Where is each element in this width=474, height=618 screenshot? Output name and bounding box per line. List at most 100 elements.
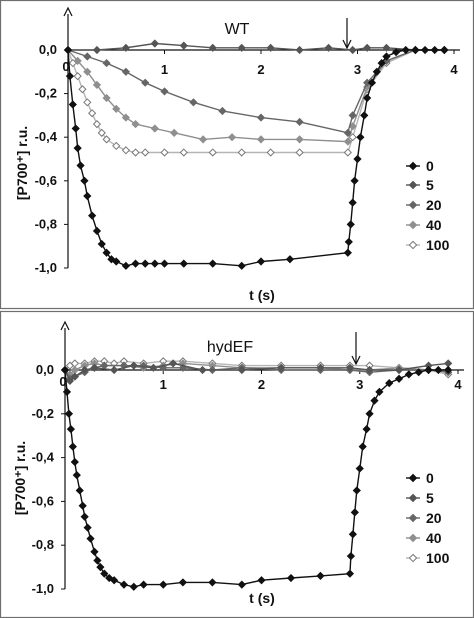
- data-point: [83, 67, 92, 76]
- data-point: [358, 442, 367, 451]
- y-tick-label: -0,8: [32, 537, 54, 552]
- legend-entry: 5: [406, 490, 434, 506]
- legend-label: 40: [426, 530, 442, 546]
- x-tick-label: 1: [161, 62, 168, 77]
- data-point: [208, 259, 217, 268]
- data-point: [92, 45, 102, 55]
- data-point: [394, 374, 404, 383]
- data-point: [68, 442, 77, 451]
- y-tick-label: -0,6: [32, 493, 54, 508]
- legend-label: 0: [426, 158, 434, 174]
- data-point: [102, 93, 111, 103]
- data-point: [343, 137, 352, 146]
- data-point: [80, 512, 89, 521]
- data-point: [295, 117, 304, 127]
- data-point: [365, 409, 374, 418]
- data-point: [324, 43, 333, 52]
- series-0: [63, 45, 449, 270]
- data-point: [105, 573, 114, 583]
- legend-entry: 40: [406, 530, 442, 546]
- data-point: [367, 78, 377, 87]
- data-point: [170, 128, 179, 137]
- data-point: [83, 523, 92, 532]
- arrow-down-icon: [351, 355, 361, 366]
- data-point: [141, 78, 150, 87]
- legend-entry: 20: [406, 197, 442, 213]
- data-point: [110, 365, 119, 375]
- data-point: [382, 52, 391, 61]
- y-tick-label: -0,8: [35, 216, 57, 231]
- data-point: [73, 56, 82, 66]
- legend-marker: [408, 180, 418, 190]
- data-point: [316, 571, 325, 580]
- data-point: [131, 120, 140, 129]
- data-point: [277, 363, 286, 372]
- data-point: [159, 580, 168, 589]
- data-point: [150, 259, 159, 268]
- data-point: [348, 111, 357, 120]
- data-point: [352, 486, 361, 495]
- data-point: [102, 58, 111, 68]
- data-point: [237, 43, 246, 52]
- y-tick-label: 0,0: [36, 362, 54, 377]
- data-point: [382, 43, 391, 52]
- y-tick-label: -0,2: [32, 406, 54, 421]
- data-point: [90, 547, 99, 556]
- data-point: [179, 41, 188, 50]
- data-point: [363, 93, 372, 103]
- data-point: [348, 45, 357, 55]
- x-tick-label: 3: [356, 377, 363, 392]
- data-point: [80, 176, 89, 185]
- data-point: [92, 80, 102, 89]
- data-point: [160, 259, 169, 268]
- data-point: [266, 43, 275, 52]
- data-point: [237, 261, 246, 270]
- data-point: [178, 578, 188, 587]
- data-point: [83, 98, 92, 107]
- data-point: [119, 580, 129, 589]
- data-point: [198, 365, 207, 375]
- legend-label: 100: [426, 237, 450, 253]
- legend-label: 40: [426, 217, 442, 233]
- data-point: [295, 45, 304, 55]
- legend-marker: [408, 200, 418, 210]
- data-point: [70, 372, 79, 381]
- data-point: [139, 361, 148, 370]
- data-point: [227, 133, 237, 142]
- x-origin-label: 0: [62, 59, 69, 74]
- data-point: [343, 128, 352, 137]
- data-point: [112, 141, 121, 151]
- data-point: [208, 578, 217, 587]
- y-tick-label: -0,4: [32, 450, 55, 465]
- data-point: [62, 387, 72, 397]
- legend-label: 5: [426, 490, 434, 506]
- data-point: [362, 425, 371, 434]
- data-point: [139, 580, 148, 589]
- data-point: [88, 211, 97, 220]
- data-point: [237, 148, 246, 157]
- data-point: [96, 562, 105, 572]
- data-point: [112, 104, 121, 113]
- data-point: [355, 464, 364, 473]
- data-point: [348, 198, 357, 207]
- data-point: [370, 396, 379, 405]
- y-tick-label: -0,2: [35, 86, 57, 101]
- data-point: [83, 191, 92, 201]
- data-point: [160, 148, 169, 157]
- data-point: [97, 128, 106, 137]
- data-point: [286, 573, 296, 583]
- data-point: [295, 148, 304, 157]
- data-point: [102, 248, 111, 257]
- data-point: [121, 67, 131, 76]
- legend-marker: [408, 220, 418, 230]
- series-line: [64, 369, 449, 588]
- legend-marker: [408, 161, 418, 171]
- legend-label: 100: [426, 550, 450, 566]
- legend-label: 5: [426, 177, 434, 193]
- data-point: [179, 148, 188, 157]
- data-point: [76, 161, 85, 170]
- data-point: [356, 133, 365, 142]
- legend-marker: [408, 240, 418, 250]
- data-point: [71, 124, 80, 133]
